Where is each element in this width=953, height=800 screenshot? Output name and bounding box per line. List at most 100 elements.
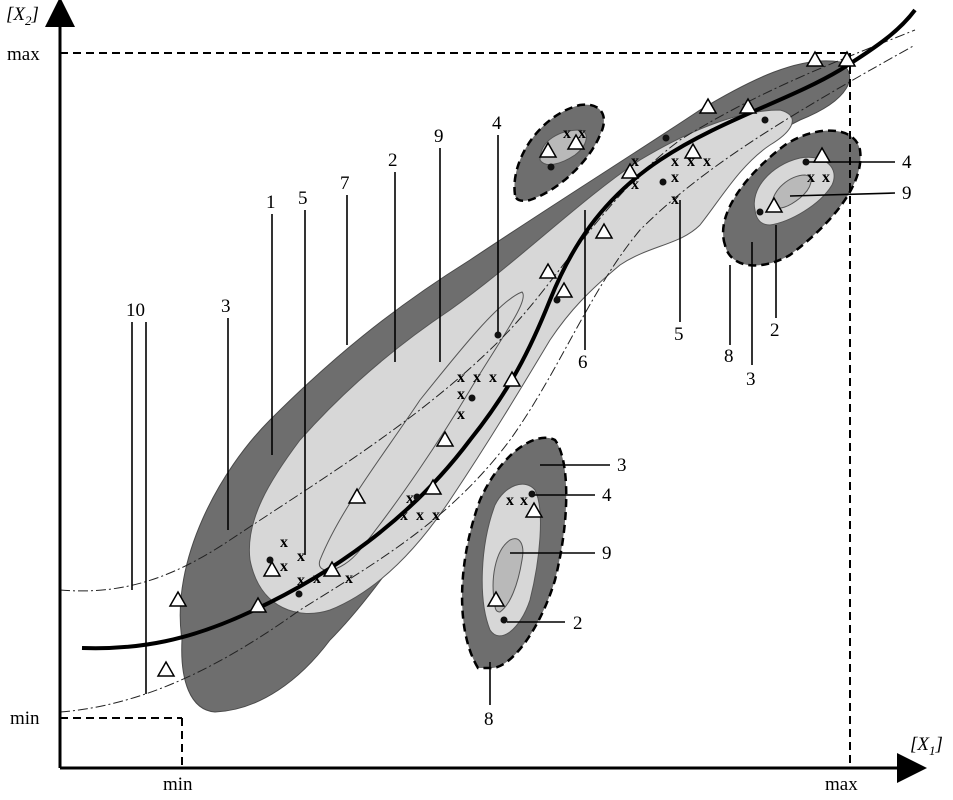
cross-marker: x bbox=[671, 153, 679, 170]
label-3-left: 3 bbox=[221, 296, 231, 317]
label-4-right: 4 bbox=[902, 152, 912, 173]
label-9-top: 9 bbox=[434, 126, 444, 147]
dot-marker bbox=[756, 208, 764, 216]
upper-dash-dot-curve bbox=[59, 29, 916, 592]
label-5-left: 5 bbox=[298, 188, 308, 209]
cross-marker: x bbox=[822, 169, 830, 186]
cross-marker: x bbox=[506, 492, 514, 509]
dot-marker bbox=[659, 178, 667, 186]
cross-marker: x bbox=[489, 369, 497, 386]
cross-marker: x bbox=[631, 153, 639, 170]
cross-marker: x bbox=[400, 507, 408, 524]
cross-marker: x bbox=[703, 153, 711, 170]
label-6: 6 bbox=[578, 352, 588, 373]
cross-marker: x bbox=[280, 534, 288, 551]
dot-marker bbox=[266, 556, 274, 564]
label-8-right: 8 bbox=[724, 346, 734, 367]
label-9-right: 9 bbox=[902, 183, 912, 204]
cross-marker: x bbox=[631, 176, 639, 193]
dot-marker bbox=[468, 394, 476, 402]
label-2-right: 2 bbox=[770, 320, 780, 341]
label-5-right: 5 bbox=[674, 324, 684, 345]
triangle-marker bbox=[248, 596, 268, 613]
triangle-marker bbox=[683, 142, 703, 159]
cross-marker: x bbox=[520, 492, 528, 509]
cross-marker: x bbox=[432, 507, 440, 524]
dot-marker bbox=[547, 163, 555, 171]
triangle-marker bbox=[594, 222, 614, 239]
triangle-marker bbox=[566, 133, 586, 150]
label-4-bottom: 4 bbox=[602, 485, 612, 506]
triangle-marker bbox=[812, 146, 832, 163]
y-axis-label: [X2] bbox=[6, 4, 39, 28]
dot-marker bbox=[662, 134, 670, 142]
cross-marker: x bbox=[406, 490, 414, 507]
label-3-right: 3 bbox=[746, 369, 756, 390]
cross-marker: x bbox=[563, 125, 571, 142]
triangle-marker bbox=[805, 50, 825, 67]
triangle-marker bbox=[538, 262, 558, 279]
cross-marker: x bbox=[671, 169, 679, 186]
y-max-label: max bbox=[7, 44, 40, 65]
cross-marker: x bbox=[473, 369, 481, 386]
dot-marker bbox=[761, 116, 769, 124]
triangle-marker bbox=[262, 560, 282, 577]
label-4-top: 4 bbox=[492, 113, 502, 134]
cross-marker: x bbox=[457, 386, 465, 403]
triangle-marker bbox=[837, 50, 857, 67]
triangle-marker bbox=[168, 590, 188, 607]
dot-markers bbox=[266, 116, 810, 624]
cross-marker: x bbox=[345, 570, 353, 587]
triangle-marker bbox=[538, 141, 558, 158]
right-island-core bbox=[771, 174, 812, 209]
label-3-bottom: 3 bbox=[617, 455, 627, 476]
cross-marker: x bbox=[280, 558, 288, 575]
dot-marker bbox=[528, 490, 536, 498]
label-10: 10 bbox=[126, 300, 145, 321]
cross-marker: x bbox=[671, 191, 679, 208]
triangle-marker bbox=[423, 478, 443, 495]
dot-marker bbox=[500, 616, 508, 624]
cross-marker: x bbox=[578, 125, 586, 142]
x-min-label: min bbox=[163, 774, 193, 795]
cross-marker: x bbox=[457, 406, 465, 423]
triangle-marker bbox=[347, 487, 367, 504]
triangle-marker bbox=[764, 196, 784, 213]
label-7: 7 bbox=[340, 173, 350, 194]
label-8-bottom: 8 bbox=[484, 709, 494, 730]
label-2-top: 2 bbox=[388, 150, 398, 171]
triangle-marker bbox=[322, 560, 342, 577]
triangle-marker bbox=[435, 430, 455, 447]
cross-marker: x bbox=[807, 169, 815, 186]
cross-marker: x bbox=[687, 153, 695, 170]
dot-marker bbox=[295, 590, 303, 598]
triangle-marker bbox=[524, 501, 544, 518]
triangle-marker bbox=[486, 590, 506, 607]
leader-lines bbox=[131, 135, 896, 705]
cross-marker: x bbox=[313, 570, 321, 587]
triangle-marker bbox=[738, 97, 758, 114]
triangle-marker bbox=[156, 660, 176, 677]
y-min-label: min bbox=[10, 708, 40, 729]
dot-marker bbox=[413, 493, 421, 501]
dot-marker bbox=[553, 296, 561, 304]
triangle-marker bbox=[620, 162, 640, 179]
dot-marker bbox=[494, 331, 502, 339]
label-1: 1 bbox=[266, 192, 276, 213]
cross-marker: x bbox=[416, 507, 424, 524]
bottom-island-core bbox=[492, 538, 524, 613]
cross-marker: x bbox=[457, 369, 465, 386]
lower-dash-dot-curve bbox=[59, 44, 916, 713]
label-9-bottom: 9 bbox=[602, 543, 612, 564]
dot-marker bbox=[802, 158, 810, 166]
triangle-marker bbox=[502, 370, 522, 387]
cross-marker: x bbox=[297, 548, 305, 565]
label-2-bottom: 2 bbox=[573, 613, 583, 634]
x-max-label: max bbox=[825, 774, 858, 795]
x-axis-label: [X1] bbox=[910, 734, 943, 758]
cross-marker: x bbox=[297, 572, 305, 589]
triangle-markers bbox=[156, 50, 857, 677]
